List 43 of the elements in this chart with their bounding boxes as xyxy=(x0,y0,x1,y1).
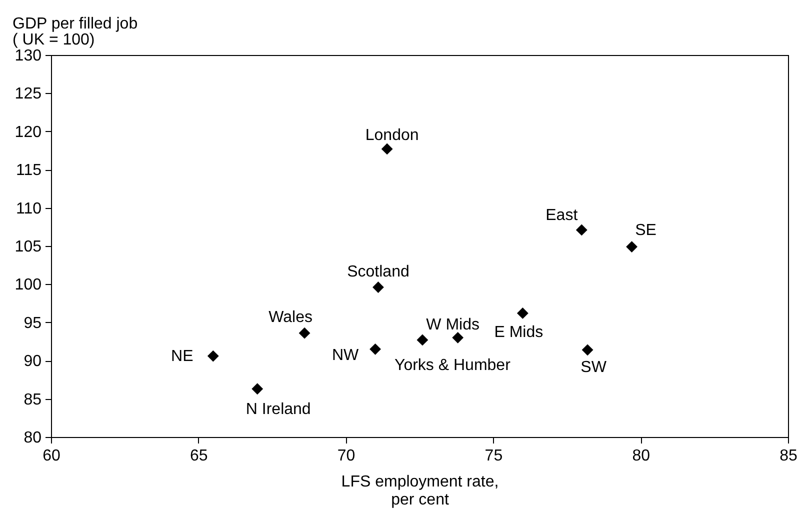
y-tick-label: 125 xyxy=(14,86,42,103)
series-label: East xyxy=(546,206,578,224)
series-label: NE xyxy=(171,348,194,366)
x-axis-title: LFS employment rate, per cent xyxy=(341,474,499,508)
point xyxy=(298,327,310,339)
series-label: Wales xyxy=(268,309,312,326)
series-label: W Mids xyxy=(426,316,480,334)
point xyxy=(381,143,393,155)
x-tick-label: 75 xyxy=(484,448,503,464)
y-tick-label: 80 xyxy=(24,430,42,446)
x-tick-label: 70 xyxy=(337,448,356,464)
series-label: Yorks & Humber xyxy=(394,356,512,374)
x-tick-label: 80 xyxy=(632,448,650,464)
series-label: SW xyxy=(580,358,608,376)
series-label: NW xyxy=(332,347,360,364)
point xyxy=(452,332,464,344)
y-tick-label: 85 xyxy=(24,391,42,408)
y-tick-label: 120 xyxy=(14,124,42,141)
x-tick-label: 60 xyxy=(42,448,60,464)
point xyxy=(416,334,428,346)
point xyxy=(576,224,588,236)
y-axis-title: GDP per filled job ( UK = 100) xyxy=(12,16,138,48)
y-tick-label: 110 xyxy=(16,200,42,218)
series-label: E Mids xyxy=(494,324,544,342)
y-tick-label: 105 xyxy=(14,238,42,256)
series-label: London xyxy=(365,126,419,144)
point xyxy=(252,383,264,395)
point xyxy=(207,350,219,362)
y-tick-label: 130 xyxy=(14,48,42,64)
x-tick-label: 65 xyxy=(190,448,208,464)
point xyxy=(582,344,594,356)
y-tick-label: 100 xyxy=(14,276,42,294)
x-tick-label: 85 xyxy=(780,448,798,464)
y-tick-label: 115 xyxy=(16,162,42,180)
series-label: N Ireland xyxy=(246,400,311,418)
y-tick-label: 90 xyxy=(24,353,42,370)
point xyxy=(516,308,528,319)
point xyxy=(372,282,384,293)
series-label: SE xyxy=(635,222,656,239)
point xyxy=(370,343,381,355)
point xyxy=(626,241,638,252)
y-tick-label: 95 xyxy=(24,314,42,332)
series-label: Scotland xyxy=(347,263,410,280)
